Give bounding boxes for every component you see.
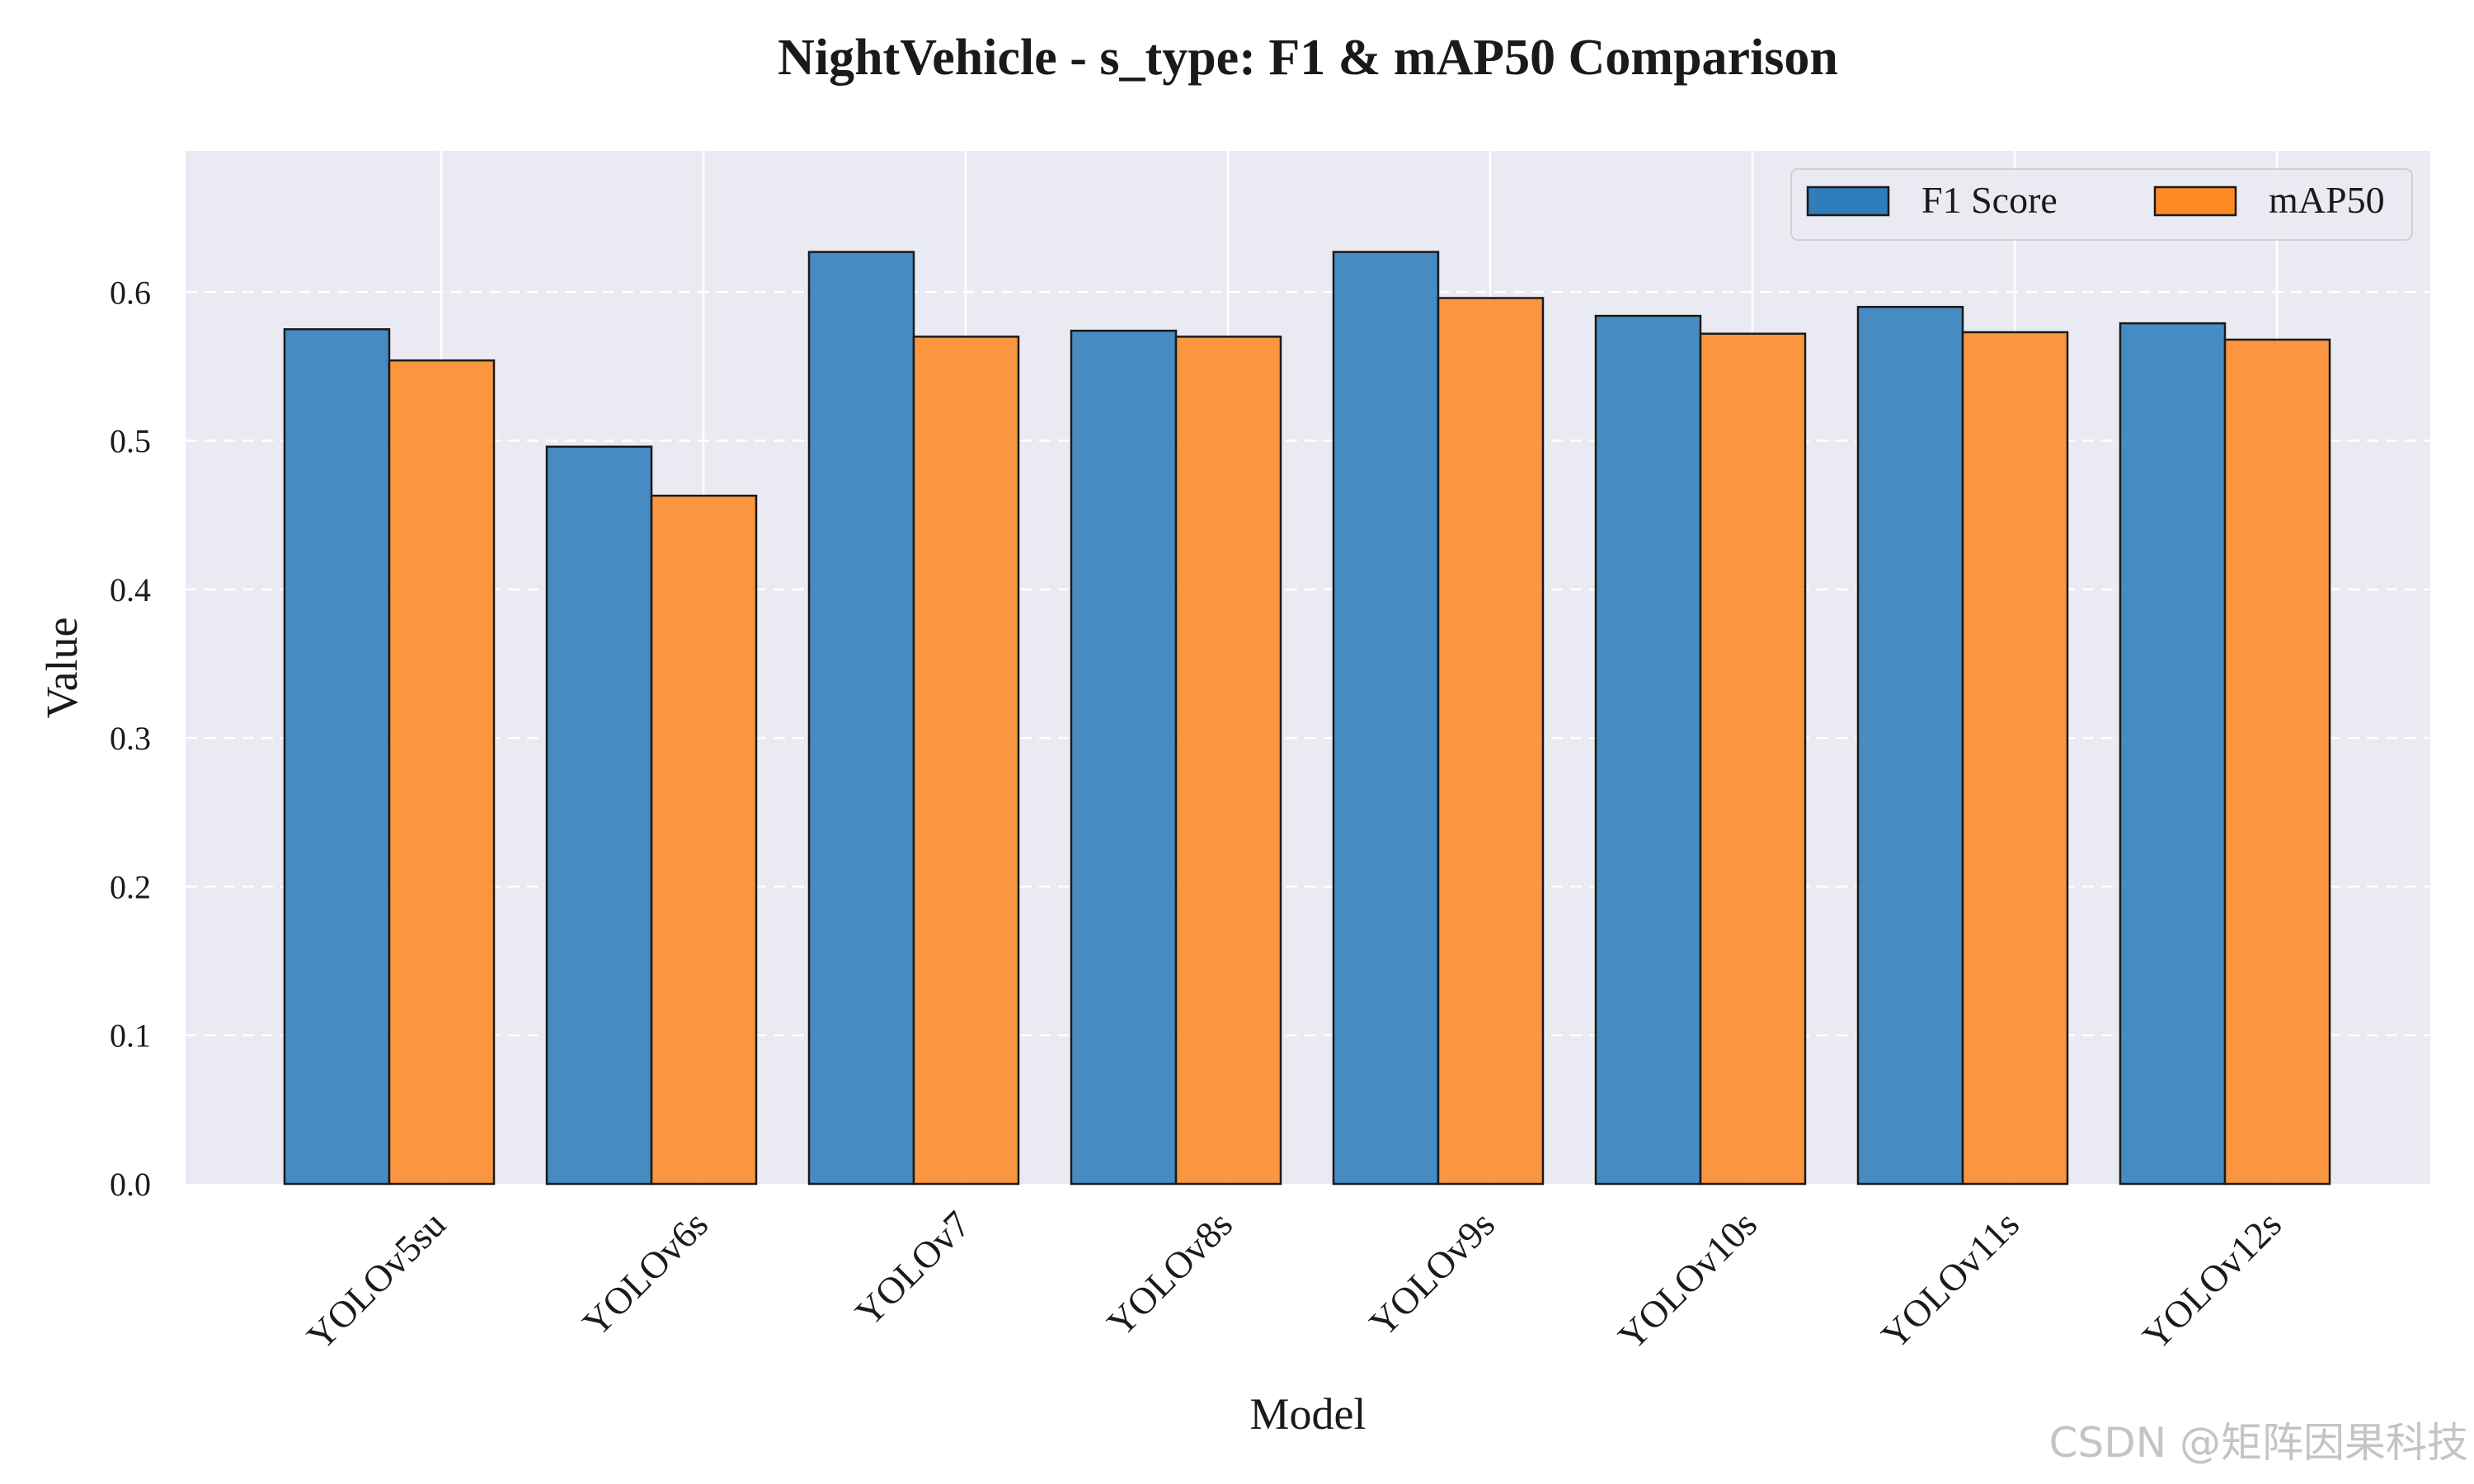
bar-map50-yolov9s — [1437, 297, 1545, 1186]
chart-title: NightVehicle - s_type: F1 & mAP50 Compar… — [778, 30, 1838, 86]
legend-label-map50: mAP50 — [2269, 179, 2385, 221]
bar-f1-score-yolov10s — [1594, 314, 1702, 1186]
x-tick-label-yolov10s: YOLOv10s — [1610, 1203, 1765, 1358]
bar-map50-yolov11s — [1961, 331, 2069, 1186]
bar-f1-score-yolov12s — [2119, 322, 2227, 1186]
bar-f1-score-yolov6s — [545, 445, 653, 1186]
y-tick-label: 0.0 — [110, 1166, 151, 1203]
horizontal-gridlines — [186, 291, 2430, 1036]
x-tick-label-yolov8s: YOLOv8s — [1098, 1203, 1240, 1345]
plot-area — [186, 151, 2430, 1184]
bar-f1-score-yolov8s — [1070, 329, 1178, 1186]
x-tick-label-yolov7: YOLOv7 — [847, 1203, 978, 1334]
x-tick-label-yolov9s: YOLOv9s — [1361, 1203, 1503, 1345]
x-tick-label-yolov11s: YOLOv11s — [1873, 1203, 2027, 1357]
x-tick-labels: YOLOv5su YOLOv6s YOLOv7 YOLOv8s YOLOv9s YOLOv… — [299, 1203, 2289, 1358]
bar-map50-yolov7 — [912, 336, 1020, 1186]
bars — [283, 251, 2331, 1186]
y-axis-label: Value — [37, 618, 87, 719]
bar-f1-score-yolov9s — [1332, 251, 1440, 1186]
bar-f1-score-yolov7 — [807, 251, 915, 1186]
legend: F1 Score mAP50 — [1790, 168, 2413, 241]
legend-swatch-f1-score — [1806, 186, 1890, 217]
legend-swatch-map50 — [2153, 186, 2237, 217]
x-tick-label-yolov12s: YOLOv12s — [2134, 1203, 2289, 1358]
x-axis-label: Model — [1250, 1389, 1366, 1439]
bar-f1-score-yolov5su — [283, 328, 391, 1186]
legend-label-f1-score: F1 Score — [1921, 179, 2058, 221]
bar-map50-yolov10s — [1699, 332, 1807, 1186]
bar-f1-score-yolov11s — [1856, 306, 1964, 1186]
y-tick-label: 0.4 — [110, 571, 151, 608]
y-tick-labels: 0.0 0.1 0.2 0.3 0.4 0.5 0.6 — [110, 274, 151, 1203]
y-tick-label: 0.5 — [110, 423, 151, 460]
y-tick-label: 0.1 — [110, 1017, 151, 1054]
y-tick-label: 0.6 — [110, 274, 151, 311]
y-tick-label: 0.2 — [110, 868, 151, 905]
x-tick-label-yolov5su: YOLOv5su — [299, 1203, 454, 1358]
x-tick-label-yolov6s: YOLOv6s — [574, 1203, 716, 1345]
watermark: CSDN @矩阵因果科技 — [2049, 1419, 2468, 1467]
legend-box — [1790, 168, 2413, 241]
bar-map50-yolov6s — [650, 495, 758, 1186]
bar-map50-yolov12s — [2223, 338, 2331, 1186]
bar-map50-yolov5su — [388, 359, 496, 1186]
y-tick-label: 0.3 — [110, 720, 151, 757]
bar-map50-yolov8s — [1174, 336, 1282, 1186]
